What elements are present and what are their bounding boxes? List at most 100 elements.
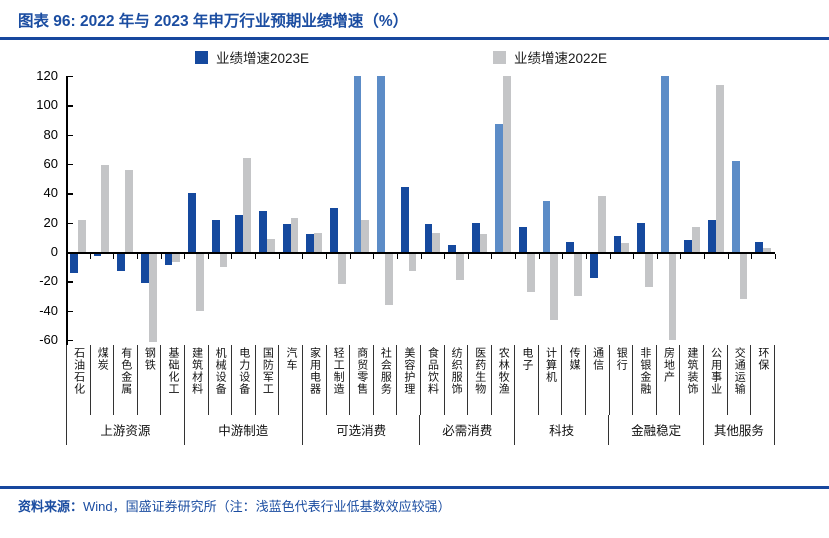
industry-label: 医药生物 — [473, 347, 486, 395]
group-label-中游制造: 中游制造 — [185, 415, 303, 445]
y-axis-tick-label: -20 — [39, 273, 58, 289]
industry-label-cell: 轻工制造 — [327, 345, 351, 415]
industry-label-cell: 电力设备 — [232, 345, 256, 415]
y-axis-line — [66, 76, 68, 345]
industry-label-cell: 石油石化 — [66, 345, 91, 415]
industry-label: 计算机 — [544, 347, 557, 383]
source-note: 资料来源：Wind，国盛证券研究所（注：浅蓝色代表行业低基数效应较强） — [18, 496, 451, 515]
industry-label: 环保 — [756, 347, 769, 371]
industry-label: 交通运输 — [733, 347, 746, 395]
bar-2022e-交通运输 — [739, 253, 748, 299]
industry-label-cell: 银行 — [610, 345, 634, 415]
industry-label-cell: 农林牧渔 — [492, 345, 516, 415]
industry-label-cell: 非银金融 — [633, 345, 657, 415]
x-axis-tick — [585, 253, 587, 259]
bar-2023e-环保 — [755, 241, 764, 252]
industry-label: 通信 — [591, 347, 604, 371]
bar-2023e-银行 — [613, 235, 622, 252]
y-axis-tick-label: 60 — [43, 156, 58, 171]
industry-label: 纺织服饰 — [450, 347, 463, 395]
x-axis-tick — [373, 253, 375, 259]
industry-label-cell: 有色金属 — [114, 345, 138, 415]
y-axis-tick — [67, 134, 73, 136]
bar-2022e-钢铁 — [148, 253, 157, 342]
industry-label: 钢铁 — [143, 347, 156, 371]
x-axis-tick — [66, 253, 67, 259]
bar-2022e-银行 — [621, 243, 630, 252]
industry-label: 机械设备 — [214, 347, 227, 395]
y-axis-tick-label: 40 — [43, 185, 58, 201]
industry-label: 汽车 — [284, 347, 297, 371]
bar-2023e-电力设备 — [235, 215, 244, 252]
x-axis-tick — [562, 253, 564, 259]
bar-2022e-食品饮料 — [432, 232, 441, 252]
industry-label-cell: 建筑材料 — [185, 345, 209, 415]
bar-2022e-社会服务 — [385, 253, 393, 305]
bar-2022e-公用事业 — [715, 84, 724, 252]
bar-2023e-钢铁 — [140, 253, 149, 283]
bar-2022e-建筑材料 — [195, 253, 204, 311]
bar-2022e-建筑装饰 — [692, 227, 701, 252]
group-label-金融稳定: 金融稳定 — [609, 415, 704, 445]
industry-label: 石油石化 — [72, 347, 85, 395]
bar-2022e-美容护理 — [408, 253, 417, 272]
industry-label: 家用电器 — [308, 347, 321, 395]
industry-label: 建筑材料 — [190, 347, 203, 395]
x-axis-tick — [231, 253, 233, 259]
bar-2022e-商贸零售 — [361, 219, 370, 252]
y-axis-tick-label: 20 — [43, 214, 58, 230]
bar-2023e-家用电器 — [306, 234, 315, 252]
industry-label-cell: 房地产 — [657, 345, 681, 415]
industry-label: 美容护理 — [402, 347, 415, 395]
x-axis-tick — [515, 253, 517, 259]
industry-label: 基础化工 — [166, 347, 179, 395]
bar-2023e-公用事业 — [708, 219, 716, 252]
bar-2023e-建筑材料 — [188, 193, 196, 252]
industry-label-cell: 煤炭 — [91, 345, 115, 415]
industry-label: 商贸零售 — [355, 347, 368, 395]
legend-label-2023e: 业绩增速2023E — [216, 51, 310, 66]
x-axis-tick — [113, 253, 115, 259]
bar-2023e-医药生物 — [471, 222, 480, 252]
legend-swatch-gray — [493, 50, 506, 64]
bar-2023e-石油石化 — [70, 253, 78, 273]
bar-2022e-煤炭 — [101, 165, 110, 252]
industry-label: 煤炭 — [96, 347, 109, 371]
industry-label: 非银金融 — [638, 347, 651, 395]
y-axis-tick — [67, 76, 73, 78]
bar-2022e-家用电器 — [314, 232, 322, 252]
x-axis-tick — [751, 253, 753, 259]
x-axis-tick — [444, 253, 446, 259]
bar-2022e-纺织服饰 — [455, 253, 464, 280]
industry-label: 公用事业 — [709, 347, 722, 395]
bar-2022e-机械设备 — [219, 253, 228, 267]
bar-2022e-通信 — [597, 196, 606, 252]
y-axis-tick-label: 0 — [50, 244, 58, 259]
industry-label-cell: 公用事业 — [704, 345, 728, 415]
bar-2023e-煤炭 — [93, 253, 102, 257]
industry-label-cell: 电子 — [515, 345, 539, 415]
industry-label-cell: 家用电器 — [303, 345, 327, 415]
bar-2022e-电子 — [526, 253, 535, 292]
bar-2022e-电力设备 — [243, 158, 252, 252]
bar-2022e-医药生物 — [479, 234, 488, 252]
x-axis-tick — [609, 253, 611, 259]
bar-2022e-环保 — [763, 247, 771, 252]
group-label-科技: 科技 — [515, 415, 610, 445]
industry-label: 食品饮料 — [426, 347, 439, 395]
group-label-上游资源: 上游资源 — [66, 415, 185, 445]
y-axis-tick — [67, 164, 73, 166]
x-axis-tick — [207, 253, 209, 259]
x-axis-tick — [184, 253, 186, 259]
group-labels-row: 上游资源 中游制造 可选消费 必需消费 科技 金融稳定 其他服务 — [66, 415, 775, 445]
x-axis-tick — [325, 253, 327, 259]
y-axis-tick-label: -60 — [39, 332, 58, 347]
legend-item-2023e: 业绩增速2023E — [195, 47, 309, 67]
x-axis-tick — [633, 253, 635, 259]
bar-2023e-国防军工 — [259, 210, 267, 252]
bar-2023e-基础化工 — [164, 253, 173, 266]
x-axis-tick — [775, 253, 776, 259]
industry-label-cell: 基础化工 — [161, 345, 185, 415]
x-axis-tick — [538, 253, 540, 259]
industry-label-cell: 商贸零售 — [350, 345, 374, 415]
